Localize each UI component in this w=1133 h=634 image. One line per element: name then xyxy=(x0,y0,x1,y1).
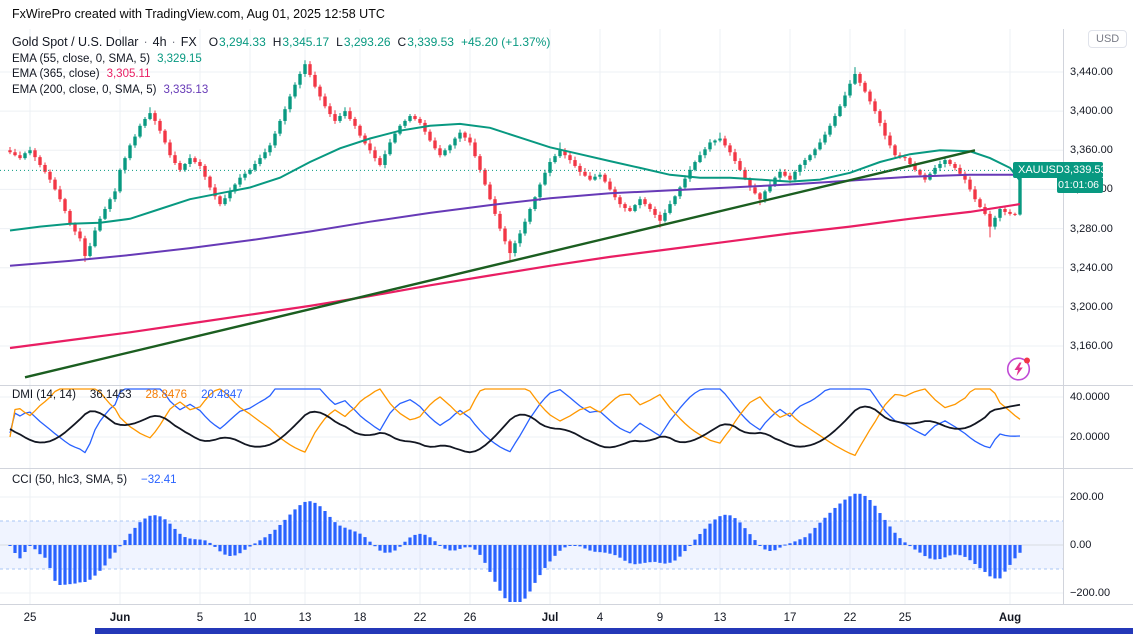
dmi-value: 20.4847 xyxy=(201,389,243,401)
axis-tick-label: 3,200.00 xyxy=(1070,300,1113,313)
time-tick-label: Jul xyxy=(541,612,559,624)
time-scale[interactable]: 25 Jun 5 10 13 18 22 26 Jul 4 9 13 17 22 25 Aug xyxy=(0,604,1063,634)
ema-value: 3,335.13 xyxy=(163,83,209,96)
ema-label: EMA (365, close) xyxy=(12,68,100,80)
time-tick-label: 13 xyxy=(713,612,727,624)
ema-value: 3,305.11 xyxy=(106,68,151,80)
ema-label: EMA (55, close, 0, SMA, 5) xyxy=(12,52,151,65)
ema-legend-row[interactable]: EMA (200, close, 0, SMA, 5) 3,335.13 xyxy=(12,84,550,96)
ema-legend-rows: EMA (55, close, 0, SMA, 5) 3,329.15 EMA (3… xyxy=(12,53,550,96)
ohlc-values: O 3,294.33 H 3,345.17 L 3,293.26 C 3,339.53 … xyxy=(209,35,551,49)
ema-legend-row[interactable]: EMA (55, close, 0, SMA, 5) 3,329.15 xyxy=(12,53,550,65)
close-value: 3,339.53 xyxy=(407,35,454,49)
time-tick-label: 17 xyxy=(783,612,797,624)
axis-tick-label: 3,360.00 xyxy=(1070,144,1113,157)
branding-bar xyxy=(95,628,1133,634)
badge-price: 3,339.53 xyxy=(1063,164,1107,177)
axis-tick-label: 3,160.00 xyxy=(1070,340,1113,352)
high-value: 3,345.17 xyxy=(282,35,330,49)
low-label: L xyxy=(336,35,343,49)
cci-title: CCI (50, hlc3, SMA, 5) xyxy=(12,474,128,486)
ema-label: EMA (200, close, 0, SMA, 5) xyxy=(12,83,157,96)
separator: · xyxy=(143,35,148,49)
exchange-label: FX xyxy=(180,35,197,49)
change-value: +45.20 (+1.37%) xyxy=(460,35,551,49)
low-value: 3,293.26 xyxy=(343,35,391,49)
open-value: 3,294.33 xyxy=(219,35,266,49)
axis-tick-label: 3,240.00 xyxy=(1070,261,1113,274)
time-tick-label: 25 xyxy=(898,612,912,624)
symbol-title-row[interactable]: Gold Spot / U.S. Dollar · 4h · FX O 3,294… xyxy=(12,35,550,49)
axis-tick-label: 20.0000 xyxy=(1070,431,1110,443)
ema-value: 3,329.15 xyxy=(157,52,202,65)
dmi-legend[interactable]: DMI (14, 14) 36.1453 28.8476 20.4847 xyxy=(12,389,257,401)
axis-tick-label: 3,280.00 xyxy=(1070,222,1113,235)
axis-tick-label: 3,440.00 xyxy=(1070,66,1113,78)
close-label: C xyxy=(397,35,407,49)
flash-icon xyxy=(1006,357,1031,381)
cci-value: −32.41 xyxy=(141,474,177,486)
axis-tick-label: 3,400.00 xyxy=(1070,105,1113,118)
time-tick-label: 22 xyxy=(413,612,427,624)
time-tick-label: Aug xyxy=(998,612,1022,624)
time-tick-label: Jun xyxy=(109,612,131,624)
open-label: O xyxy=(208,35,219,49)
dmi-value: 28.8476 xyxy=(145,389,188,401)
time-tick-label: 9 xyxy=(656,612,664,624)
time-tick-label: 25 xyxy=(23,612,37,624)
attribution-text: FxWirePro created with TradingView.com, … xyxy=(12,7,385,21)
symbol-name: Gold Spot / U.S. Dollar xyxy=(12,35,139,49)
price-scale[interactable]: 3,440.003,400.003,360.003,320.003,280.00… xyxy=(1063,0,1133,634)
separator: · xyxy=(171,35,176,49)
time-tick-label: 10 xyxy=(243,612,257,624)
time-tick-label: 5 xyxy=(196,612,204,624)
time-tick-label: 18 xyxy=(353,612,367,624)
price-label-badge: XAUUSD 3,339.53 xyxy=(1013,162,1107,179)
cci-legend[interactable]: CCI (50, hlc3, SMA, 5) −32.41 xyxy=(12,474,184,486)
axis-tick-label: 200.00 xyxy=(1070,491,1104,503)
dmi-value: 36.1453 xyxy=(89,389,132,401)
high-label: H xyxy=(272,35,282,49)
dmi-title: DMI (14, 14) xyxy=(12,389,76,401)
axis-tick-label: 40.0000 xyxy=(1070,391,1110,403)
time-tick-label: 13 xyxy=(298,612,312,624)
axis-tick-label: 0.00 xyxy=(1070,539,1092,551)
main-legend[interactable]: Gold Spot / U.S. Dollar · 4h · FX O 3,294… xyxy=(12,35,550,96)
time-tick-label: 22 xyxy=(843,612,857,624)
axis-tick-label: −200.00 xyxy=(1070,587,1111,599)
badge-symbol: XAUUSD xyxy=(1018,164,1064,177)
currency-chip[interactable]: USD xyxy=(1088,30,1128,48)
time-tick-label: 4 xyxy=(596,612,604,624)
time-tick-label: 26 xyxy=(463,612,477,624)
bar-countdown-label: 01:01:06 xyxy=(1057,178,1103,194)
flash-icon-button[interactable] xyxy=(1005,355,1032,382)
dmi-values: 36.1453 28.8476 20.4847 xyxy=(83,389,250,401)
interval-label: 4h xyxy=(152,35,167,49)
ema-legend-row[interactable]: EMA (365, close) 3,305.11 xyxy=(12,68,550,80)
